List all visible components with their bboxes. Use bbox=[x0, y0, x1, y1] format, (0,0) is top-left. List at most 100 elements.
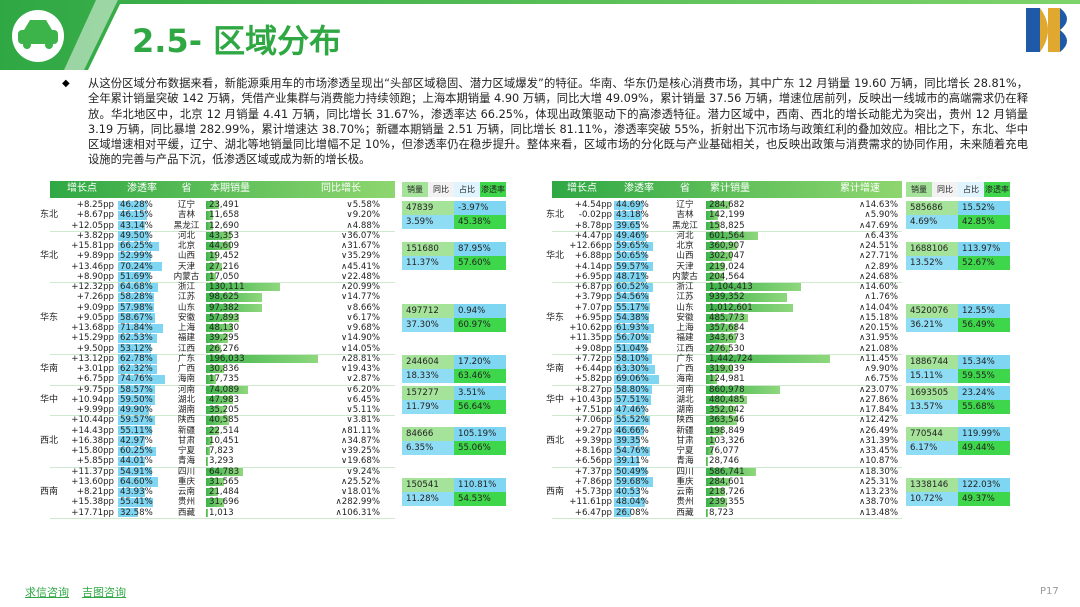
growth: +10.44pp bbox=[71, 415, 114, 426]
penetration-bar bbox=[614, 395, 652, 405]
yoy: ∨5.11% bbox=[346, 405, 380, 415]
sales: 74,089 bbox=[209, 384, 240, 395]
growth: +6.44pp bbox=[574, 364, 612, 374]
penetration-bar bbox=[614, 210, 643, 220]
stripe bbox=[64, 0, 118, 70]
sales: 363,546 bbox=[709, 415, 745, 426]
wheel bbox=[45, 41, 53, 49]
growth: +6.88pp bbox=[574, 251, 612, 262]
penetration-bar bbox=[118, 313, 155, 323]
yoy: ∨18.01% bbox=[340, 487, 380, 497]
column-header: 省 bbox=[680, 183, 690, 194]
sales-bar bbox=[206, 426, 219, 435]
penetration: 70.24% bbox=[120, 261, 153, 272]
penetration-bar bbox=[118, 303, 155, 313]
penetration: 71.84% bbox=[120, 323, 153, 333]
sales-bar bbox=[206, 375, 217, 384]
yoy: ∧106.31% bbox=[335, 507, 380, 518]
penetration: 59.65% bbox=[616, 241, 649, 251]
summary-cell: 11.37% bbox=[402, 256, 454, 271]
penetration: 60.52% bbox=[616, 282, 649, 292]
footer-link[interactable]: 求信咨询 bbox=[25, 586, 69, 599]
growth: +6.56pp bbox=[574, 456, 612, 467]
province: 广西 bbox=[676, 364, 694, 374]
sales: 39,295 bbox=[209, 333, 240, 344]
region-label: 西北 bbox=[546, 435, 565, 446]
sales-bar bbox=[206, 303, 262, 312]
penetration: 58.67% bbox=[120, 312, 153, 323]
province: 北京 bbox=[676, 241, 694, 251]
growth: +3.82pp bbox=[76, 230, 114, 241]
sales-bar bbox=[706, 344, 730, 353]
yoy: ∨6.45% bbox=[346, 394, 380, 405]
summary-cell: 15.52% bbox=[958, 201, 1010, 216]
summary-cell: 119.99% bbox=[958, 426, 1010, 441]
group-divider bbox=[552, 282, 902, 283]
yoy: ∨5.58% bbox=[346, 200, 380, 210]
footer-link[interactable]: 吉图咨询 bbox=[82, 586, 126, 599]
province: 贵州 bbox=[676, 497, 694, 508]
summary-cell: 1338146 bbox=[906, 478, 958, 493]
sales: 19,452 bbox=[209, 251, 240, 262]
penetration: 54.38% bbox=[616, 312, 649, 323]
summary-cell: 15.34% bbox=[958, 355, 1010, 370]
penetration-bar bbox=[614, 467, 647, 477]
province: 浙江 bbox=[676, 282, 694, 292]
yoy: ∧20.99% bbox=[340, 282, 380, 292]
sales: 276,530 bbox=[709, 343, 745, 354]
penetration: 49.50% bbox=[120, 230, 153, 241]
summary-cell: 63.46% bbox=[454, 369, 506, 384]
penetration: 46.28% bbox=[120, 200, 153, 210]
sales: 22,514 bbox=[209, 425, 240, 436]
growth: +7.26pp bbox=[76, 292, 114, 303]
sales: 35,205 bbox=[209, 405, 240, 415]
sales: 103,326 bbox=[709, 435, 745, 446]
sales: 43,353 bbox=[209, 230, 240, 241]
penetration-bar bbox=[118, 446, 156, 456]
yoy: ∧18.30% bbox=[858, 466, 898, 477]
summary-cell: 6.17% bbox=[906, 440, 958, 455]
summary-cell: 23.24% bbox=[958, 385, 1010, 400]
sales-bar bbox=[706, 426, 724, 435]
yoy: ∧27.71% bbox=[858, 251, 898, 262]
yoy: ∧17.84% bbox=[858, 405, 898, 415]
yoy: ∨14.77% bbox=[340, 292, 380, 303]
sales: 57,893 bbox=[209, 312, 240, 323]
penetration: 57.98% bbox=[120, 302, 153, 313]
group-divider bbox=[552, 230, 902, 232]
penetration-bar bbox=[118, 221, 145, 231]
growth: +13.60pp bbox=[71, 476, 114, 487]
yoy: ∧28.81% bbox=[340, 353, 380, 364]
group-divider bbox=[552, 517, 902, 519]
penetration: 39.65% bbox=[616, 220, 649, 231]
legend-cell: 销量 bbox=[906, 182, 932, 197]
sales: 158,825 bbox=[709, 220, 745, 231]
yoy: ∧4.88% bbox=[346, 220, 380, 231]
sales: 218,726 bbox=[709, 487, 745, 497]
region-label: 西南 bbox=[40, 487, 59, 498]
yoy: ∧15.18% bbox=[858, 312, 898, 323]
province: 四川 bbox=[177, 466, 196, 477]
penetration: 60.25% bbox=[120, 446, 153, 456]
region-label: 华东 bbox=[40, 312, 59, 323]
growth: +8.25pp bbox=[76, 200, 114, 210]
sales: 47,983 bbox=[209, 394, 240, 405]
penetration: 43.14% bbox=[120, 220, 153, 231]
penetration-bar bbox=[118, 415, 156, 425]
yoy: ∨19.68% bbox=[340, 456, 380, 467]
summary-cell: 1886744 bbox=[906, 355, 958, 370]
province: 黑龙江 bbox=[173, 220, 200, 231]
summary-cell: 56.49% bbox=[958, 317, 1010, 332]
growth: +8.16pp bbox=[574, 446, 612, 456]
penetration-bar bbox=[614, 354, 652, 364]
summary-cell: 15.11% bbox=[906, 369, 958, 384]
penetration: 59.68% bbox=[616, 476, 649, 487]
sales: 76,077 bbox=[709, 446, 740, 456]
growth: +5.85pp bbox=[76, 456, 114, 467]
yoy: ∧24.51% bbox=[858, 241, 898, 251]
province: 江苏 bbox=[676, 292, 694, 303]
sales-bar bbox=[206, 201, 220, 210]
sales-bar bbox=[206, 293, 263, 302]
growth: +5.73pp bbox=[574, 487, 612, 497]
